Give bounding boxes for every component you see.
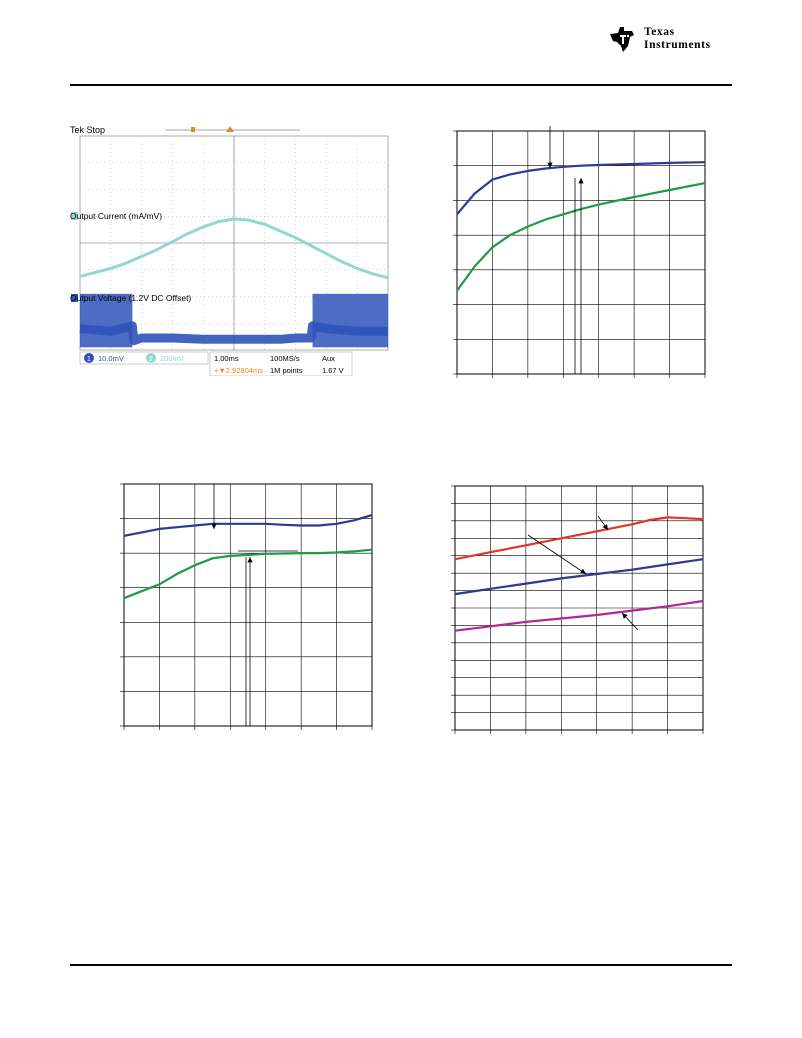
scope-timebase: 1.00ms: [214, 354, 239, 363]
chart-tr-callout-arrowhead: [578, 178, 584, 184]
chart-bl-callout-arrowhead: [247, 557, 253, 563]
scope-cursor-delta: +▼2.92804ms: [214, 366, 263, 375]
footer-rule: [70, 964, 732, 966]
chart-bl-callout-arrowhead: [211, 523, 217, 529]
scope-voltage-noise-band: [80, 293, 133, 348]
chart-bottom-right: [451, 485, 704, 734]
chart-br-callout-arrowhead: [622, 613, 628, 619]
scope-ch2-marker: [71, 294, 78, 302]
scope-record-length: 1M points: [270, 366, 303, 375]
scope-ch1-number: 1: [87, 356, 91, 363]
logo-line-1: Texas: [644, 26, 675, 38]
scope-ch2-setting: 200mV: [160, 354, 184, 363]
scope-voltage-noise-band: [312, 293, 388, 348]
scope-trigger-source: Aux: [322, 354, 335, 363]
chart-br-series-2-line: [454, 558, 704, 596]
scope-status-bar: 1 10.0mV 2 200mV 1.00ms 100MS/s Aux +▼2.…: [79, 351, 353, 376]
chart-tr-callout-arrowhead: [547, 162, 553, 168]
scope-ch2-number: 2: [149, 356, 153, 363]
ti-logo: Texas Instruments: [608, 24, 734, 54]
chart-br-callout-line: [527, 534, 587, 575]
chart-bl-frame: [123, 483, 373, 727]
scope-plot-area: [71, 135, 389, 351]
scope-sample-rate: 100MS/s: [270, 354, 300, 363]
scope-ch1-setting: 10.0mV: [98, 354, 124, 363]
chart-bottom-left: [120, 483, 373, 730]
ti-logo-icon: [610, 27, 634, 52]
header-rule: [70, 84, 732, 86]
chart-bl-series-2-line: [123, 548, 373, 600]
scope-ch1-label: Output Current (mA/mV): [70, 211, 162, 221]
chart-br-callout-arrowhead: [580, 568, 586, 574]
scope-capture: Tek Stop Output Current (mA/mV) Output V…: [70, 125, 389, 376]
scope-ch2-label: Output Voltage (1.2V DC Offset): [70, 293, 191, 303]
scope-ch1-marker: [71, 212, 78, 220]
chart-top-right: [453, 126, 706, 378]
scope-trigger-position-icon: [226, 126, 234, 132]
chart-bl-series-1-line: [123, 514, 373, 537]
logo-line-2: Instruments: [644, 39, 711, 51]
chart-br-series-1-line: [454, 516, 704, 561]
chart-br-callout-arrowhead: [602, 524, 608, 530]
chart-br-series-3-line: [454, 599, 704, 632]
scope-current-trace: [79, 217, 389, 280]
scope-status: Tek Stop: [70, 125, 105, 135]
scope-trigger-marker: [191, 127, 195, 132]
scope-trigger-level: 1.67 V: [322, 366, 344, 375]
chart-tr-series-1-line: [456, 161, 706, 216]
chart-tr-series-2-line: [456, 182, 706, 292]
